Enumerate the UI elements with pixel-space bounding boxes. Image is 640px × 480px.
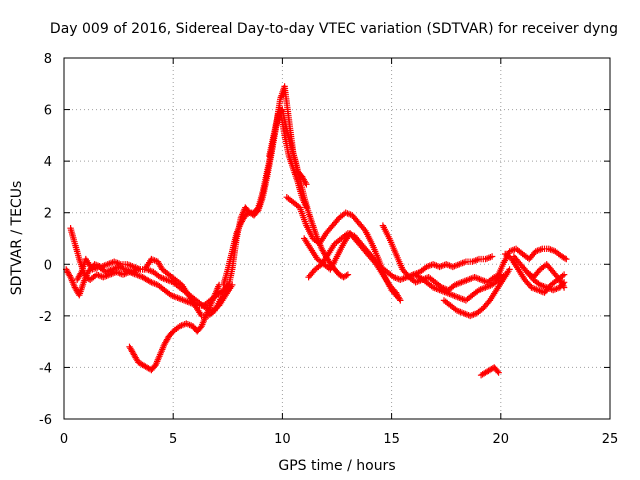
trace-6 [224,106,310,294]
x-tick-label: 5 [169,432,177,447]
x-tick-label: 10 [274,432,291,447]
y-tick-label: -4 [39,361,52,376]
trace-3 [73,255,231,320]
series-markers [305,230,496,283]
trace-10 [305,230,496,283]
trace-18 [523,261,568,291]
series-markers [440,266,513,320]
x-tick-label: 20 [493,432,510,447]
series-markers [73,255,231,320]
y-tick-label: 0 [44,258,52,273]
series-markers [523,261,568,291]
y-tick-label: 8 [44,52,52,67]
trace-15 [493,245,570,283]
axis-ticks [63,57,611,420]
x-tick-label: 15 [383,432,400,447]
series-markers [410,271,509,304]
trace-4 [126,281,223,374]
trace-14 [477,364,502,379]
trace-12 [410,271,509,304]
chart-title: Day 009 of 2016, Sidereal Day-to-day VTE… [50,21,618,37]
series-markers [493,245,570,283]
data-marks [63,83,570,379]
trace-13 [440,266,513,320]
series-markers [477,364,502,379]
x-axis-label: GPS time / hours [278,458,395,474]
plot-frame [63,57,611,420]
y-tick-label: 6 [44,104,52,119]
x-tick-labels: 0 5 10 15 20 25 [60,432,618,447]
series-markers [224,106,310,294]
y-tick-label: -2 [39,310,52,325]
series-markers [126,281,223,374]
y-tick-label: 4 [44,155,52,170]
y-tick-label: 2 [44,207,52,222]
y-axis-label: SDTVAR / TECUs [9,181,25,296]
y-tick-labels: -6 -4 -2 0 2 4 6 8 [39,52,52,428]
x-tick-label: 25 [602,432,619,447]
y-tick-label: -6 [39,413,52,428]
x-tick-label: 0 [60,432,68,447]
